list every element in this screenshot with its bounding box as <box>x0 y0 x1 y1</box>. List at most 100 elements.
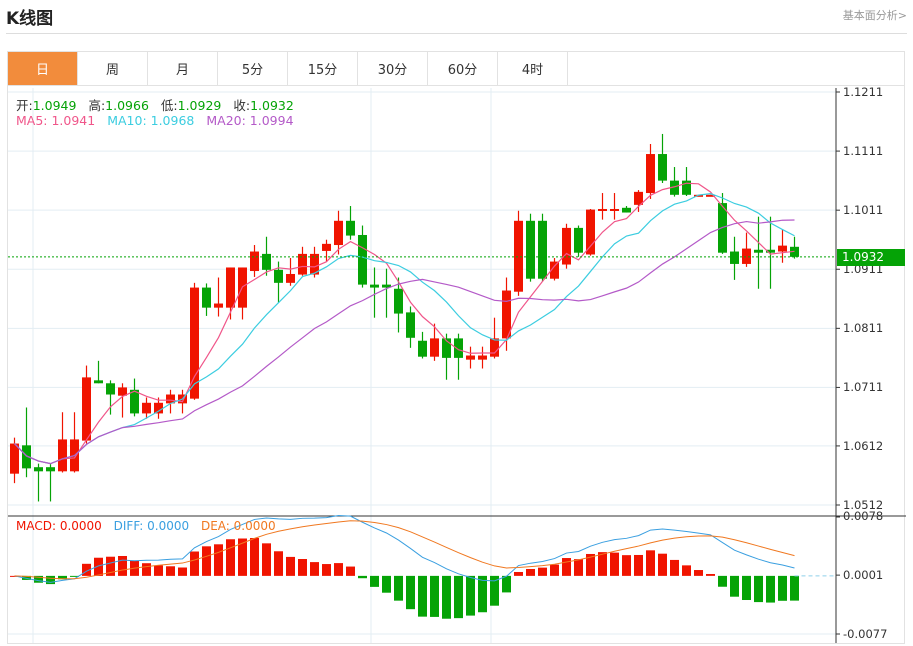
candle-body <box>250 251 259 272</box>
candle-body <box>538 220 547 279</box>
diff-line <box>14 515 795 583</box>
macd-bar <box>730 575 739 597</box>
candle-body <box>478 355 487 360</box>
candle-body <box>322 243 331 251</box>
macd-bar <box>286 556 295 576</box>
macd-bar <box>214 544 223 576</box>
macd-bar <box>598 552 607 576</box>
macd-bar <box>610 552 619 576</box>
macd-bar <box>346 566 355 576</box>
candle-body <box>610 208 619 211</box>
macd-bar <box>46 575 55 585</box>
macd-bar <box>370 575 379 587</box>
ma5-line <box>14 182 795 465</box>
timeframe-tabs: 日 周 月 5分 15分 30分 60分 4时 <box>7 51 905 86</box>
macd-bar <box>226 539 235 576</box>
macd-bar <box>94 557 103 576</box>
candle-body <box>454 338 463 358</box>
macd-bar <box>34 575 43 583</box>
ma10-line <box>14 193 795 465</box>
macd-bar <box>382 575 391 593</box>
tab-5min[interactable]: 5分 <box>218 52 288 85</box>
candle-body <box>46 467 55 472</box>
candle-body <box>646 154 655 194</box>
dea-line <box>14 520 795 580</box>
price-tick: 1.1011 <box>843 203 884 217</box>
macd-bar <box>394 575 403 601</box>
macd-bar <box>562 558 571 576</box>
candle-body <box>670 180 679 195</box>
candle-body <box>202 287 211 308</box>
candle-body <box>130 389 139 414</box>
macd-bar <box>202 546 211 576</box>
candle-body <box>310 253 319 275</box>
candle-body <box>742 248 751 264</box>
macd-bar <box>790 575 799 601</box>
fundamental-analysis-link[interactable]: 基本面分析> <box>842 9 907 22</box>
macd-bar <box>238 538 247 576</box>
candle-body <box>94 380 103 384</box>
tab-day[interactable]: 日 <box>8 52 78 85</box>
candle-body <box>214 303 223 308</box>
tab-week[interactable]: 周 <box>78 52 148 85</box>
open-label: 开: <box>16 98 33 113</box>
candle-body <box>394 288 403 314</box>
tab-4hour[interactable]: 4时 <box>498 52 568 85</box>
price-tick: 1.0811 <box>843 321 884 335</box>
macd-bar <box>550 564 559 576</box>
divider <box>6 33 907 34</box>
macd-bar <box>154 565 163 576</box>
macd-bar <box>190 551 199 576</box>
price-tick: 1.1111 <box>843 144 884 158</box>
macd-bar <box>118 555 127 576</box>
candle-body <box>466 355 475 360</box>
macd-bar <box>106 556 115 576</box>
macd-bar <box>682 565 691 576</box>
macd-bar <box>274 551 283 576</box>
ma5-value: MA5: 1.0941 <box>16 113 96 128</box>
macd-bar <box>754 575 763 603</box>
low-value: 1.0929 <box>177 98 222 113</box>
candle-body <box>598 208 607 211</box>
tab-month[interactable]: 月 <box>148 52 218 85</box>
chart-area[interactable] <box>7 86 905 644</box>
macd-bar <box>490 575 499 606</box>
macd-bar <box>622 555 631 576</box>
macd-bar <box>454 575 463 619</box>
price-tick: 1.1211 <box>843 85 884 99</box>
macd-bar <box>178 567 187 576</box>
candle-body <box>22 445 31 469</box>
candle-body <box>442 338 451 358</box>
diff-value: DIFF: 0.0000 <box>113 519 190 533</box>
page-title: K线图 <box>6 9 54 29</box>
macd-tick: 0.0001 <box>843 568 884 582</box>
low-label: 低: <box>160 98 178 113</box>
macd-bar <box>478 575 487 613</box>
candle-body <box>274 269 283 283</box>
macd-bar <box>778 575 787 601</box>
macd-bar <box>502 575 511 593</box>
macd-bar <box>262 543 271 576</box>
macd-bar <box>58 575 67 580</box>
macd-bar <box>766 575 775 603</box>
tab-30min[interactable]: 30分 <box>358 52 428 85</box>
candle-body <box>298 253 307 275</box>
candle-body <box>502 290 511 339</box>
candle-body <box>526 220 535 279</box>
tab-15min[interactable]: 15分 <box>288 52 358 85</box>
ma-info: MA5: 1.0941 MA10: 1.0968 MA20: 1.0994 <box>16 113 302 128</box>
candle-body <box>82 377 91 441</box>
macd-bar <box>586 553 595 576</box>
tab-60min[interactable]: 60分 <box>428 52 498 85</box>
candle-body <box>262 253 271 270</box>
candle-body <box>226 267 235 308</box>
candle-body <box>166 394 175 404</box>
macd-bar <box>670 559 679 576</box>
candle-body <box>190 287 199 399</box>
candle-body <box>754 249 763 253</box>
macd-bar <box>418 575 427 617</box>
macd-bar <box>694 570 703 576</box>
candle-body <box>370 284 379 288</box>
candle-body <box>562 227 571 265</box>
